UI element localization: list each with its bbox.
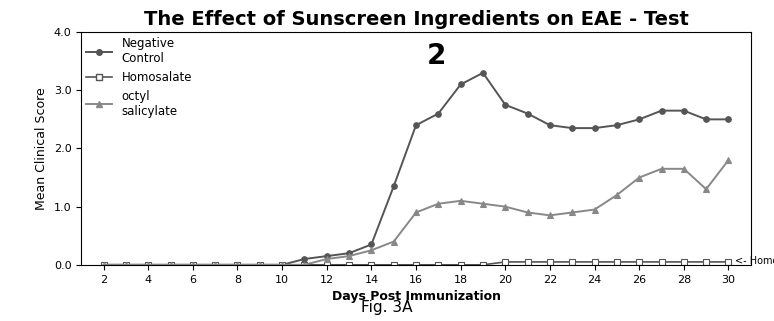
Negative
Control [523, 112, 533, 116]
Negative
Control [567, 126, 577, 130]
Homosalate [724, 260, 733, 264]
octyl
salicylate [523, 211, 533, 214]
X-axis label: Days Post Immunization: Days Post Immunization [331, 290, 501, 303]
octyl
salicylate [680, 167, 689, 171]
octyl
salicylate [300, 263, 309, 267]
Legend: Negative
Control, Homosalate, octyl
salicylate: Negative Control, Homosalate, octyl sali… [84, 34, 194, 120]
Negative
Control [657, 109, 666, 113]
octyl
salicylate [344, 254, 354, 258]
Negative
Control [122, 263, 131, 267]
Negative
Control [144, 263, 153, 267]
Homosalate [635, 260, 644, 264]
Negative
Control [635, 117, 644, 121]
octyl
salicylate [433, 202, 443, 206]
octyl
salicylate [322, 257, 331, 261]
octyl
salicylate [612, 193, 622, 197]
Homosalate [590, 260, 599, 264]
Homosalate [233, 263, 242, 267]
Homosalate [144, 263, 153, 267]
octyl
salicylate [233, 263, 242, 267]
Negative
Control [545, 123, 554, 127]
Homosalate [412, 263, 421, 267]
Negative
Control [322, 254, 331, 258]
octyl
salicylate [367, 248, 376, 252]
Homosalate [211, 263, 220, 267]
Line: Homosalate: Homosalate [101, 259, 731, 268]
Homosalate [344, 263, 354, 267]
octyl
salicylate [724, 158, 733, 162]
Negative
Control [612, 123, 622, 127]
octyl
salicylate [412, 211, 421, 214]
Homosalate [523, 260, 533, 264]
octyl
salicylate [389, 239, 399, 244]
Negative
Control [433, 112, 443, 116]
Negative
Control [389, 184, 399, 188]
Homosalate [701, 260, 711, 264]
octyl
salicylate [99, 263, 108, 267]
Homosalate [277, 263, 286, 267]
Text: <- Homo: <- Homo [735, 256, 774, 266]
Homosalate [612, 260, 622, 264]
octyl
salicylate [211, 263, 220, 267]
octyl
salicylate [657, 167, 666, 171]
octyl
salicylate [545, 213, 554, 217]
Negative
Control [680, 109, 689, 113]
Homosalate [122, 263, 131, 267]
Homosalate [166, 263, 175, 267]
Homosalate [501, 260, 510, 264]
Negative
Control [412, 123, 421, 127]
Y-axis label: Mean Clinical Score: Mean Clinical Score [36, 87, 48, 210]
octyl
salicylate [122, 263, 131, 267]
Negative
Control [344, 251, 354, 255]
Homosalate [680, 260, 689, 264]
Homosalate [367, 263, 376, 267]
Homosalate [188, 263, 197, 267]
Negative
Control [188, 263, 197, 267]
Homosalate [567, 260, 577, 264]
Homosalate [657, 260, 666, 264]
Text: Fig. 3A: Fig. 3A [361, 299, 413, 315]
Negative
Control [211, 263, 220, 267]
octyl
salicylate [567, 211, 577, 214]
Homosalate [300, 263, 309, 267]
Homosalate [255, 263, 265, 267]
Negative
Control [166, 263, 175, 267]
Negative
Control [456, 82, 465, 86]
octyl
salicylate [456, 199, 465, 203]
Homosalate [389, 263, 399, 267]
Negative
Control [277, 263, 286, 267]
Negative
Control [478, 71, 488, 75]
octyl
salicylate [277, 263, 286, 267]
Negative
Control [233, 263, 242, 267]
Negative
Control [300, 257, 309, 261]
Homosalate [478, 263, 488, 267]
Homosalate [545, 260, 554, 264]
Negative
Control [590, 126, 599, 130]
octyl
salicylate [635, 176, 644, 179]
octyl
salicylate [590, 208, 599, 212]
Homosalate [456, 263, 465, 267]
Title: The Effect of Sunscreen Ingredients on EAE - Test: The Effect of Sunscreen Ingredients on E… [144, 10, 688, 29]
Negative
Control [501, 103, 510, 107]
Negative
Control [255, 263, 265, 267]
Negative
Control [99, 263, 108, 267]
octyl
salicylate [188, 263, 197, 267]
octyl
salicylate [478, 202, 488, 206]
Line: Negative
Control: Negative Control [101, 70, 731, 268]
Negative
Control [701, 117, 711, 121]
octyl
salicylate [144, 263, 153, 267]
Negative
Control [367, 243, 376, 247]
Text: 2: 2 [427, 42, 447, 70]
Homosalate [99, 263, 108, 267]
octyl
salicylate [501, 205, 510, 209]
octyl
salicylate [255, 263, 265, 267]
Negative
Control [724, 117, 733, 121]
octyl
salicylate [701, 187, 711, 191]
Homosalate [322, 263, 331, 267]
Homosalate [433, 263, 443, 267]
octyl
salicylate [166, 263, 175, 267]
Line: octyl
salicylate: octyl salicylate [101, 157, 731, 268]
